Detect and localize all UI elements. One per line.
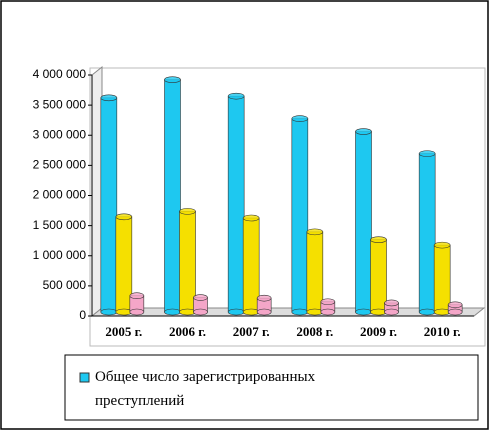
bar <box>433 244 451 313</box>
legend-label-line: преступлений <box>95 393 184 409</box>
y-tick-label: 3 000 000 <box>33 127 87 141</box>
bar-top <box>256 294 272 302</box>
bar-top <box>320 298 336 306</box>
x-tick-label: 2008 г. <box>296 324 333 339</box>
bar-base <box>320 308 336 316</box>
bar-top <box>291 115 309 122</box>
plot-frame <box>89 67 486 347</box>
bar-top <box>179 208 196 215</box>
bar-top <box>370 236 387 243</box>
bar-top <box>164 76 181 84</box>
bar-base <box>433 308 451 316</box>
bar-top <box>193 294 208 301</box>
bar <box>115 216 133 313</box>
bar <box>227 95 245 313</box>
legend <box>64 354 479 421</box>
y-tick-label: 3 500 000 <box>33 97 87 111</box>
bar <box>179 211 196 313</box>
bar-base <box>355 308 372 316</box>
y-tick-label: 2 000 000 <box>33 188 87 202</box>
legend-swatch <box>79 372 90 383</box>
bar-base <box>447 308 463 316</box>
y-tick-label: 1 000 000 <box>33 248 87 262</box>
y-tick-label: 1 500 000 <box>33 218 87 232</box>
bar-top <box>100 94 118 102</box>
bar-base <box>193 308 208 316</box>
bar-top <box>355 128 372 135</box>
bar-top <box>227 92 245 100</box>
x-tick-label: 2010 г. <box>424 324 461 339</box>
bar-top <box>418 150 436 157</box>
bar-base <box>115 308 133 316</box>
x-tick-label: 2006 г. <box>169 324 206 339</box>
bar-base <box>418 308 436 316</box>
bar <box>355 131 372 313</box>
y-tick-label: 500 000 <box>43 278 87 292</box>
x-tick-label: 2009 г. <box>360 324 397 339</box>
x-tick-label: 2007 г. <box>233 324 270 339</box>
bar-base <box>129 308 145 316</box>
bar-top <box>306 228 324 236</box>
y-tick-label: 0 <box>79 308 86 322</box>
bar-base <box>179 308 196 316</box>
bar-base <box>164 308 181 316</box>
bar-base <box>256 308 272 316</box>
legend-label-line: Общее число зарегистрированных <box>95 369 316 385</box>
bar-base <box>100 308 118 316</box>
bar <box>164 79 181 313</box>
bar <box>418 153 436 313</box>
bar-base <box>242 308 260 316</box>
bar <box>306 231 324 313</box>
y-tick-label: 4 000 000 <box>33 67 87 81</box>
bar-top <box>447 301 463 309</box>
side-wall <box>91 65 103 318</box>
y-tick-label: 2 500 000 <box>33 158 87 172</box>
bar-top <box>115 213 133 221</box>
x-tick-label: 2005 г. <box>105 324 142 339</box>
bar <box>242 217 260 313</box>
bar-top <box>242 214 260 222</box>
bar-base <box>227 308 245 316</box>
bar-top <box>433 241 451 249</box>
bar <box>100 97 118 313</box>
bar <box>370 239 387 313</box>
bar-top <box>384 299 399 307</box>
bar-base <box>370 308 387 316</box>
bar-base <box>291 308 309 316</box>
legend-label: Общее число зарегистрированных преступлен… <box>95 369 316 409</box>
bar-base <box>306 308 324 316</box>
bar <box>291 118 309 313</box>
bar-top <box>129 292 145 300</box>
bar-base <box>384 308 399 316</box>
